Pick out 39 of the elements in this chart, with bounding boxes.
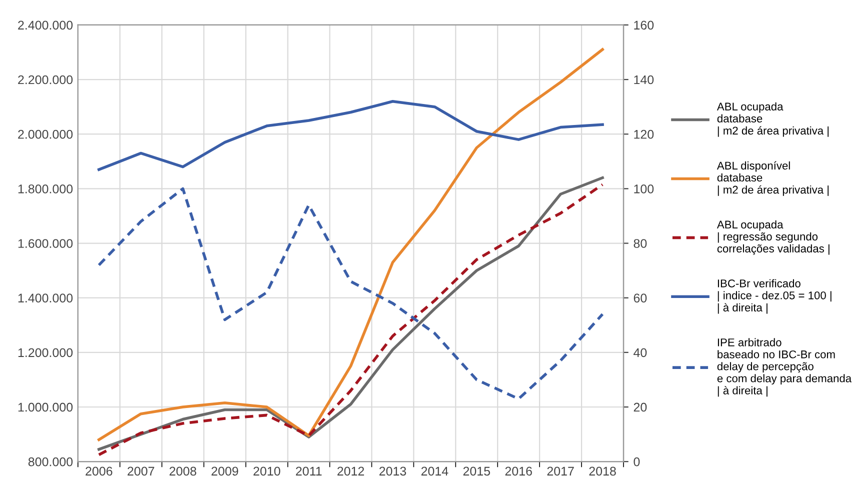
y-tick-label: 1.400.000 <box>18 294 73 302</box>
x-tick-label: 2011 <box>296 466 322 476</box>
line-series <box>98 187 604 400</box>
y-tick-label: 2.200.000 <box>18 75 73 84</box>
y2-tick-label: 160 <box>634 20 654 30</box>
x-tick-label: 2018 <box>589 466 616 476</box>
y2-tick-label: 100 <box>634 184 654 194</box>
y-tick-label: 1.600.000 <box>18 239 73 248</box>
y2-tick-label: 140 <box>634 75 654 84</box>
y2-tick-label: 0 <box>634 457 640 466</box>
y-tick-label: 2.000.000 <box>18 130 73 139</box>
y-tick-label: 800.000 <box>28 457 73 466</box>
y-tick-label: 1.000.000 <box>18 402 73 412</box>
x-tick-label: 2015 <box>463 466 490 476</box>
y-tick-label: 2.400.000 <box>18 20 73 30</box>
y2-tick-label: 60 <box>634 294 647 302</box>
line-series <box>98 100 604 171</box>
x-tick-label: 2010 <box>254 466 280 476</box>
x-tick-label: 2016 <box>505 466 532 476</box>
legend-label: ABL disponível database | m2 de área privativa | <box>716 161 829 196</box>
x-tick-label: 2006 <box>86 466 112 476</box>
legend-label: ABL ocupada | regressão segundo correlações validadas | <box>716 220 830 255</box>
x-tick-label: 2017 <box>547 466 574 476</box>
legend-label: IPE arbitrado baseado no IBC-Br com delay de percepção e com delay para demanda | à direita | <box>717 338 852 397</box>
x-tick-label: 2012 <box>337 466 364 476</box>
x-tick-label: 2007 <box>128 466 154 476</box>
y-tick-label: 1.800.000 <box>18 184 73 194</box>
y2-tick-label: 20 <box>634 402 647 412</box>
y-tick-label: 1.200.000 <box>18 348 73 358</box>
legend-label: IBC-Br verificado | indice - dez.05 = 100 | | à direita | <box>718 279 832 314</box>
y2-tick-label: 40 <box>634 348 647 358</box>
x-tick-label: 2008 <box>170 466 196 476</box>
line-series <box>98 48 604 442</box>
x-tick-label: 2014 <box>421 466 448 476</box>
y2-tick-label: 120 <box>634 130 654 139</box>
y2-tick-label: 80 <box>634 239 647 248</box>
x-tick-label: 2009 <box>212 466 238 476</box>
x-tick-label: 2013 <box>379 466 406 476</box>
legend-label: ABL ocupada database | m2 de área privativa | <box>716 102 829 137</box>
